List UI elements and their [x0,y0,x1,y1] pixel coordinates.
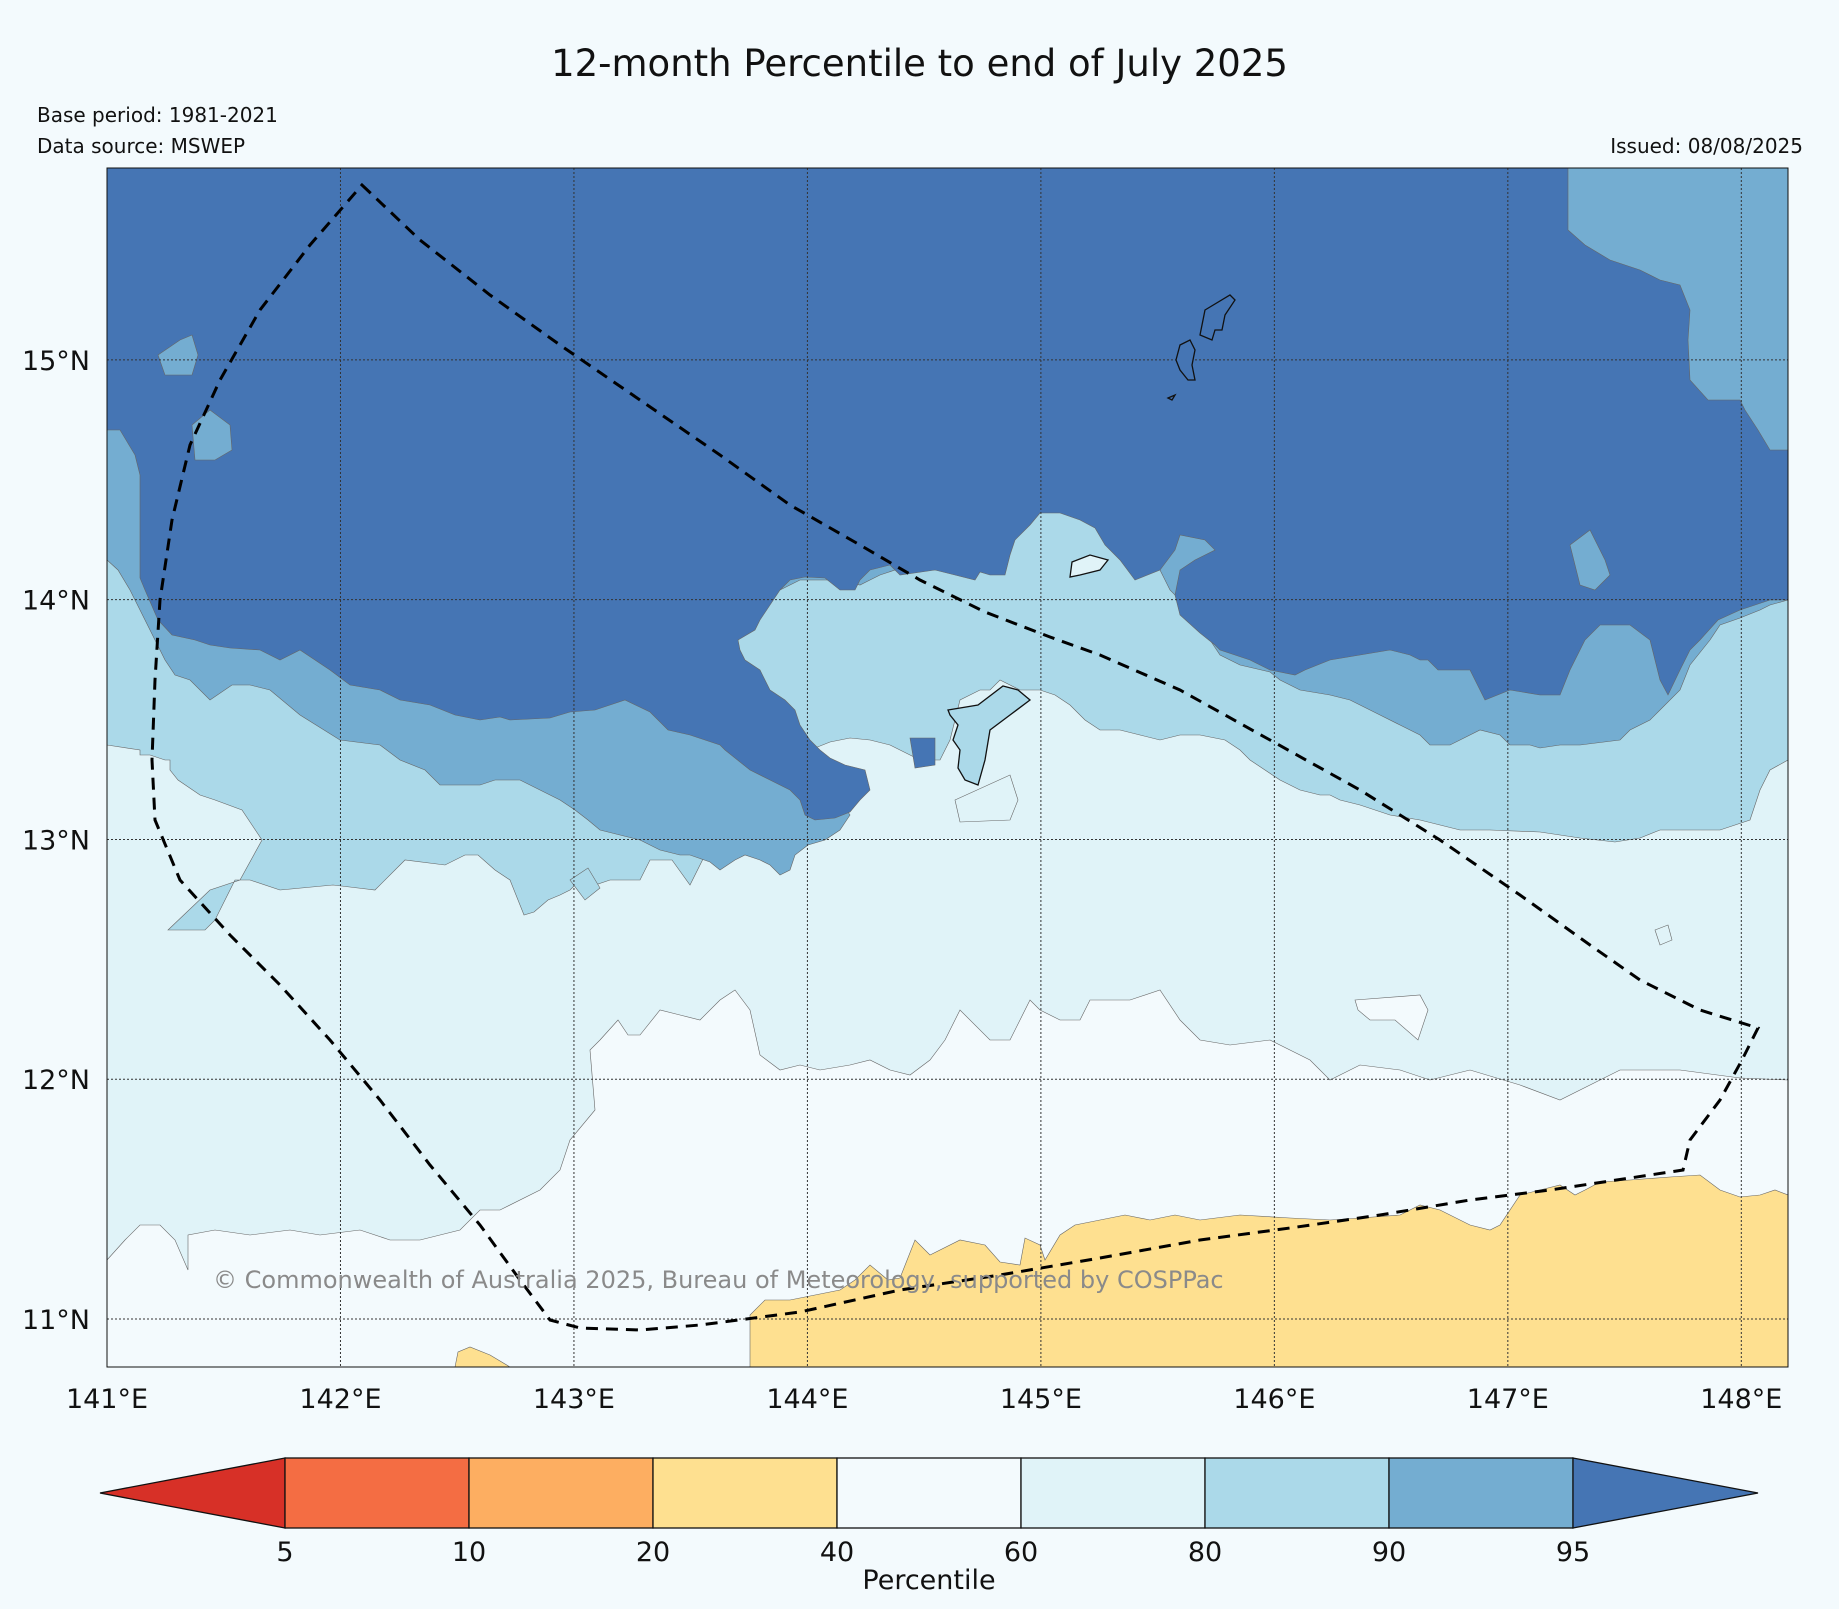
patch-90-95-2 [191,409,233,461]
x-tick-label: 141°E [66,1384,148,1415]
x-tick-label: 144°E [766,1384,848,1415]
patch-90-95-3 [1569,529,1611,591]
x-tick-label: 142°E [299,1384,381,1415]
patch-60-80-2 [1654,924,1673,946]
island-guam [947,685,1032,786]
percentile-field [107,168,1788,1367]
band-above-95 [107,168,1788,821]
colorbar-bin [652,1457,838,1529]
colorbar-title: Percentile [862,1565,995,1596]
eez-boundary [150,182,1761,1332]
colorbar-tick-label: 80 [1188,1537,1222,1568]
colorbar-tick-label: 95 [1556,1537,1590,1568]
y-tick-label: 12°N [22,1065,90,1096]
patch-80-90-1 [569,867,601,901]
x-tick-label: 145°E [1000,1384,1082,1415]
patch-40-60-1 [1354,994,1429,1041]
colorbar-extend-high [1572,1457,1759,1529]
island-aguijan [1166,393,1177,401]
issued-date-label: Issued: 08/08/2025 [1610,134,1803,158]
x-tick-label: 147°E [1467,1384,1549,1415]
plot-frame [106,167,1789,1368]
copyright-notice: © Commonwealth of Australia 2025, Bureau… [213,1266,1224,1294]
colorbar-extend-low [99,1457,286,1529]
colorbar-bin [1204,1457,1390,1529]
colorbar: 5 10 20 40 60 80 90 95 [99,1457,1759,1568]
patch-20-40-1 [454,1346,511,1367]
colorbar-tick-label: 5 [276,1537,293,1568]
colorbar-bin [468,1457,654,1529]
island-tinian [1175,339,1196,381]
colorbar-tick-label: 90 [1372,1537,1406,1568]
colorbar-tick-label: 60 [1004,1537,1038,1568]
x-tick-label: 146°E [1233,1384,1315,1415]
gridlines [107,168,1788,1367]
map-title: 12-month Percentile to end of July 2025 [551,42,1288,85]
patch-above-95-1 [909,737,936,769]
colorbar-tick-label: 10 [452,1537,486,1568]
island-rota [1069,554,1110,578]
y-tick-label: 14°N [22,586,90,617]
y-tick-label: 13°N [22,825,90,856]
island-saipan [1199,294,1236,341]
y-axis-labels: 15°N 14°N 13°N 12°N 11°N [22,346,90,1336]
colorbar-tick-label: 20 [636,1537,670,1568]
patch-60-80-1 [954,774,1019,823]
patch-90-95-1 [157,334,199,376]
y-tick-label: 11°N [22,1305,90,1336]
y-tick-label: 15°N [22,346,90,377]
colorbar-bin [1020,1457,1206,1529]
coastlines [947,294,1236,786]
data-source-label: Data source: MSWEP [37,134,246,158]
x-tick-label: 148°E [1700,1384,1782,1415]
x-axis-labels: 141°E 142°E 143°E 144°E 145°E 146°E 147°E 148°E [66,1384,1782,1415]
colorbar-bin [284,1457,470,1529]
colorbar-tick-label: 40 [820,1537,854,1568]
x-tick-label: 143°E [533,1384,615,1415]
base-period-label: Base period: 1981-2021 [37,103,278,127]
colorbar-bin [1388,1457,1574,1529]
colorbar-bin [836,1457,1022,1529]
